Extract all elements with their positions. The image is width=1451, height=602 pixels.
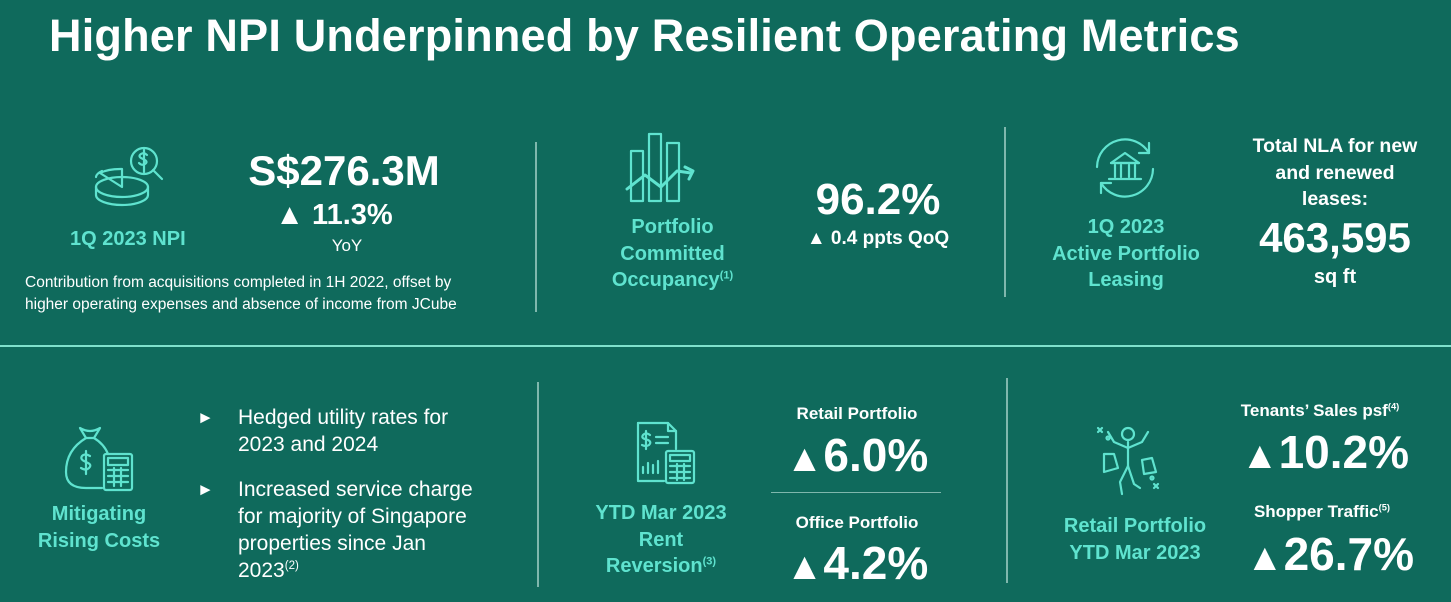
divider (537, 382, 539, 587)
bullet-text-line: for majority of Singapore (238, 505, 467, 528)
occupancy-label-line1: Portfolio (631, 216, 714, 238)
footnote-2: (2) (284, 560, 299, 572)
shopper-traffic-value: ▲26.7% (1230, 527, 1430, 581)
bullet-text-line: 2023 and 2024 (238, 433, 379, 456)
invoice-calculator-icon (634, 421, 698, 485)
footnote-1: (1) (719, 269, 734, 282)
shopper-traffic-label-text: Shopper Traffic (1253, 502, 1379, 521)
footnote-4: (4) (1387, 401, 1400, 412)
rent-label: YTD Mar 2023 Rent Reversion(3) (570, 500, 752, 580)
leasing-desc-line3: leases: (1301, 188, 1369, 210)
retail-reversion-number: 6.0% (823, 429, 929, 481)
up-triangle-icon: ▲ (1240, 435, 1279, 477)
tenants-sales-label: Tenants’ Sales psf(4) (1220, 401, 1420, 421)
npi-change-unit: YoY (331, 236, 363, 255)
occupancy-value: 96.2% (815, 175, 941, 224)
bar-chart-trend-icon (625, 131, 697, 205)
bullet-text-line: Increased service charge (238, 478, 473, 501)
list-item: ► Increased service charge for majority … (197, 476, 517, 584)
leasing-value: 463,595 (1259, 214, 1411, 261)
office-reversion-number: 4.2% (823, 537, 929, 589)
retail-label-line1: Retail Portfolio (1063, 515, 1207, 537)
occupancy-label-line2: Committed (620, 242, 725, 265)
office-reversion-value: ▲4.2% (757, 536, 957, 590)
tenants-sales-number: 10.2% (1278, 426, 1410, 478)
shopper-traffic-label: Shopper Traffic(5) (1222, 502, 1422, 522)
money-pie-search-icon (92, 143, 168, 211)
leasing-desc-line2: and renewed (1275, 161, 1395, 184)
leasing-label-line3: Leasing (1088, 269, 1164, 291)
tenants-sales-value: ▲10.2% (1225, 425, 1425, 479)
bullet-arrow-icon: ► (197, 480, 214, 499)
npi-change: ▲ 11.3% (275, 199, 393, 231)
npi-note-line1: Contribution from acquisitions completed… (25, 274, 452, 291)
occupancy-label: Portfolio Committed Occupancy(1) (585, 214, 760, 294)
list-item: ► Hedged utility rates for 2023 and 2024 (197, 404, 517, 458)
divider (1004, 127, 1006, 297)
costs-label-line2: Rising Costs (37, 529, 161, 552)
divider (1006, 378, 1008, 583)
bullet-text-line: Hedged utility rates for (238, 406, 449, 429)
bullet-text-line: 2023 (238, 559, 285, 582)
leasing-unit: sq ft (1313, 266, 1357, 288)
npi-label: 1Q 2023 NPI (70, 228, 186, 250)
section-divider (0, 345, 1451, 347)
bullet-text-line: properties since Jan (238, 532, 426, 555)
leasing-description: Total NLA for new and renewed leases: (1225, 133, 1445, 213)
costs-bullet-list: ► Hedged utility rates for 2023 and 2024… (197, 404, 517, 602)
retail-portfolio-label: Retail Portfolio (796, 404, 918, 423)
occupancy-label-line3: Occupancy (611, 269, 720, 291)
leasing-desc-line1: Total NLA for new (1252, 135, 1418, 157)
retail-label-line2: YTD Mar 2023 (1069, 541, 1201, 564)
shopper-bags-icon (1094, 424, 1164, 498)
rent-separator (771, 492, 941, 493)
leasing-label-line1: 1Q 2023 (1087, 216, 1165, 238)
costs-label-line1: Mitigating (51, 503, 147, 525)
up-triangle-icon: ▲ (1245, 537, 1284, 579)
npi-note-line2: higher operating expenses and absence of… (25, 296, 457, 313)
tenants-sales-label-text: Tenants’ Sales psf (1240, 401, 1388, 420)
shopper-traffic-number: 26.7% (1283, 528, 1415, 580)
rent-label-line2: Rent (638, 528, 684, 551)
leasing-label: 1Q 2023 Active Portfolio Leasing (1030, 214, 1222, 294)
page-title: Higher NPI Underpinned by Resilient Oper… (49, 10, 1240, 61)
costs-label: Mitigating Rising Costs (20, 501, 178, 554)
bullet-arrow-icon: ► (197, 408, 214, 427)
npi-value: S$276.3M (248, 147, 440, 194)
rent-label-line1: YTD Mar 2023 (595, 502, 727, 524)
leasing-label-line2: Active Portfolio (1052, 242, 1200, 265)
retail-label: Retail Portfolio YTD Mar 2023 (1040, 513, 1230, 566)
up-triangle-icon: ▲ (785, 546, 824, 588)
office-portfolio-label: Office Portfolio (795, 513, 919, 532)
money-bag-calculator-icon (64, 424, 136, 492)
rent-label-line3: Reversion (605, 555, 703, 577)
occupancy-change: ▲ 0.4 ppts QoQ (806, 228, 950, 249)
divider (535, 142, 537, 312)
up-triangle-icon: ▲ (785, 438, 824, 480)
footnote-3: (3) (702, 555, 717, 568)
building-cycle-icon (1087, 133, 1163, 203)
retail-reversion-value: ▲6.0% (757, 428, 957, 482)
footnote-5: (5) (1378, 502, 1391, 513)
